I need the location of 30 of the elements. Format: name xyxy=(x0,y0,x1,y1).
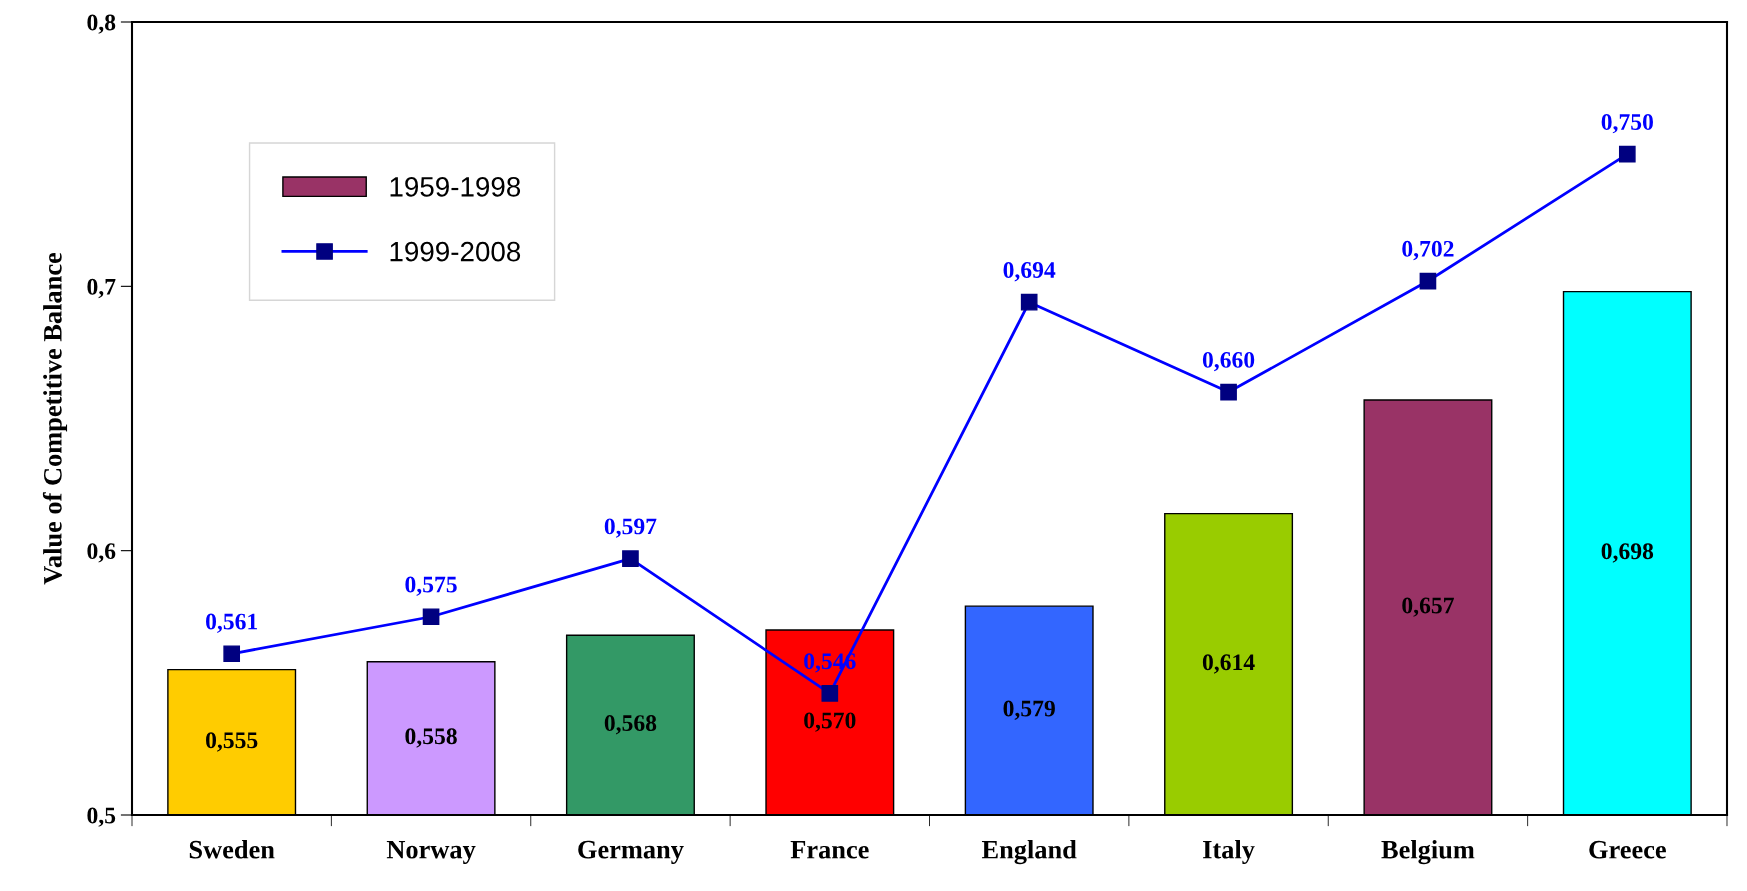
y-axis-title: Value of Competitive Balance xyxy=(42,252,68,585)
x-tick-label: Italy xyxy=(1203,840,1255,865)
x-tick-label: Germany xyxy=(578,840,684,864)
x-tick-label: Sweden xyxy=(189,840,275,859)
data-label: 0,579 xyxy=(1003,700,1055,720)
data-label: 0,597 xyxy=(604,518,657,538)
data-label: 0,555 xyxy=(206,732,258,752)
x-tick-label: England xyxy=(981,840,1077,865)
x-tick-label: Norway xyxy=(386,840,476,864)
data-label: 0,570 xyxy=(804,712,856,732)
y-tick-label: 0,7 xyxy=(87,278,116,299)
data-label: 0,698 xyxy=(1601,543,1654,563)
data-label: 0,657 xyxy=(1402,597,1454,617)
data-label: 0,568 xyxy=(604,715,657,735)
data-label: 0,558 xyxy=(405,728,457,748)
y-tick-label: 0,5 xyxy=(87,807,116,827)
y-tick-label: 0,6 xyxy=(87,543,116,563)
data-label: 0,614 xyxy=(1202,654,1255,674)
x-tick-label: Greece xyxy=(1589,840,1666,859)
y-tick-label: 0,8 xyxy=(87,14,116,34)
data-label: 0,694 xyxy=(1003,262,1056,282)
data-label: 0,750 xyxy=(1601,113,1653,134)
x-tick-label: France xyxy=(790,841,869,859)
data-label: 0,561 xyxy=(206,613,258,633)
data-label: 0,660 xyxy=(1202,351,1255,372)
data-label: 0,575 xyxy=(405,576,457,596)
x-tick-label: Belgium xyxy=(1381,840,1475,865)
legend-label: 1959-1998 xyxy=(390,177,521,197)
data-label: 0,702 xyxy=(1402,240,1454,261)
legend-label: 1999-2008 xyxy=(390,241,521,262)
